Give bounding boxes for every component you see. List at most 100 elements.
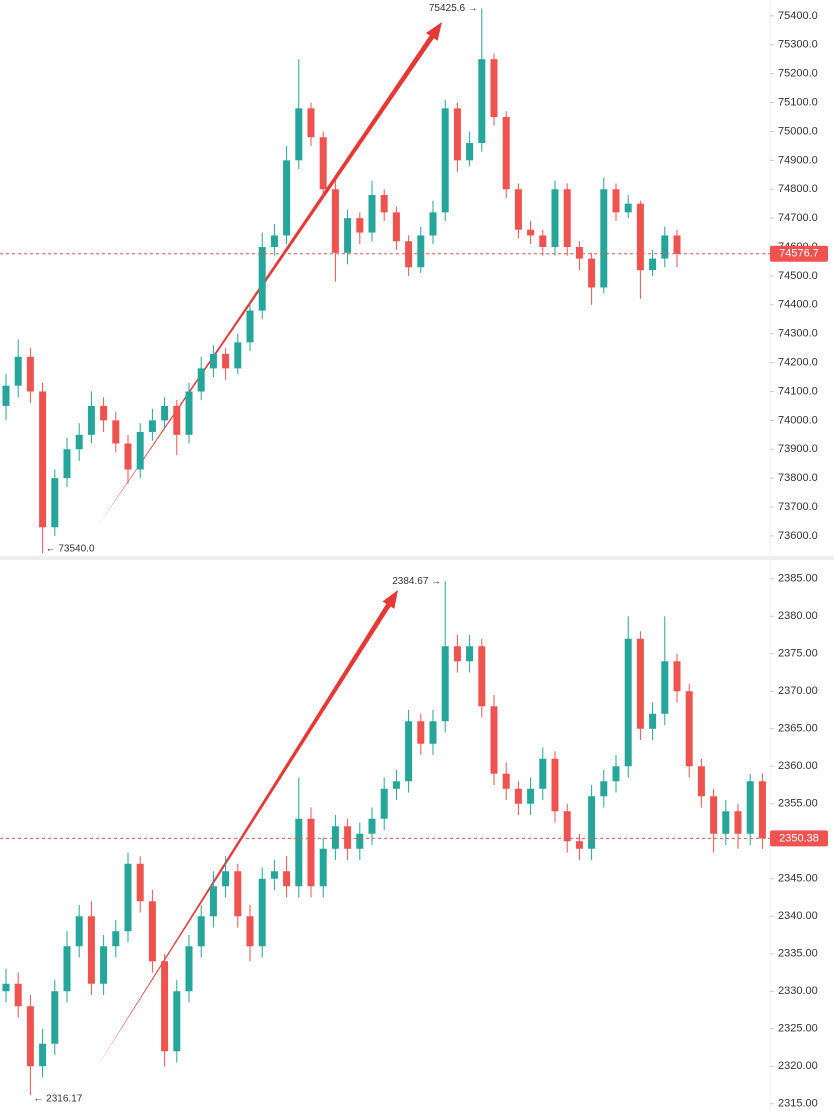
y-tick-label: 2345.00 xyxy=(778,873,818,885)
candle-body xyxy=(39,391,47,528)
candle-body xyxy=(429,212,437,236)
y-tick-label: 75400.0 xyxy=(778,10,818,22)
y-tick-label: 73900.0 xyxy=(778,443,818,455)
candle-body xyxy=(87,916,95,984)
last-price-label: 2350.38 xyxy=(779,832,819,844)
candle-body xyxy=(197,368,205,392)
candle-body xyxy=(14,356,22,386)
y-tick-label: 74400.0 xyxy=(778,299,818,311)
candle-body xyxy=(356,833,364,849)
candle-body xyxy=(661,661,669,714)
candle-body xyxy=(441,108,449,213)
last-price-label: 74576.7 xyxy=(779,248,819,260)
candle-body xyxy=(722,811,730,834)
y-tick-label: 74200.0 xyxy=(778,356,818,368)
candle-body xyxy=(612,766,620,782)
y-tick-label: 75100.0 xyxy=(778,96,818,108)
candle-body xyxy=(563,811,571,842)
candle-body xyxy=(136,431,144,470)
candle-body xyxy=(624,203,632,213)
candle-body xyxy=(100,946,108,984)
candle-body xyxy=(270,235,278,248)
candle-body xyxy=(466,143,474,161)
candle-body xyxy=(26,1006,34,1067)
y-tick-label: 2340.00 xyxy=(778,910,818,922)
y-tick-label: 2325.00 xyxy=(778,1023,818,1035)
candle-body xyxy=(649,258,657,271)
y-tick-label: 74500.0 xyxy=(778,270,818,282)
candle-body xyxy=(478,59,486,144)
candle-body xyxy=(356,218,364,233)
candle-body xyxy=(466,646,474,662)
candle-body xyxy=(2,983,10,992)
candle-body xyxy=(636,638,644,729)
candle-body xyxy=(588,258,596,288)
candle-body xyxy=(209,353,217,369)
candle-body xyxy=(612,189,620,213)
candle-body xyxy=(173,405,181,435)
candle-body xyxy=(527,788,535,804)
candle-body xyxy=(2,385,10,406)
candle-body xyxy=(539,758,547,789)
candle-body xyxy=(514,788,522,804)
candle-body xyxy=(490,59,498,118)
candle-body xyxy=(75,916,83,947)
candle-body xyxy=(234,342,242,369)
candle-body xyxy=(173,991,181,1052)
candle-body xyxy=(283,871,291,887)
candle-body xyxy=(417,235,425,268)
candle-body xyxy=(539,235,547,248)
candle-body xyxy=(710,796,718,834)
candle-body xyxy=(502,773,510,789)
candle-body xyxy=(112,420,120,444)
candle-body xyxy=(75,434,83,450)
candle-body xyxy=(51,991,59,1044)
candle-body xyxy=(307,108,315,138)
y-tick-label: 74800.0 xyxy=(778,183,818,195)
y-tick-label: 2385.00 xyxy=(778,573,818,585)
candle-body xyxy=(319,848,327,887)
candle-body xyxy=(502,117,510,190)
high-marker-label: 2384.67 → xyxy=(392,576,441,587)
candle-body xyxy=(246,916,254,947)
candle-body xyxy=(331,189,339,253)
candle-body xyxy=(368,818,376,834)
candle-body xyxy=(222,353,230,369)
y-tick-label: 2360.00 xyxy=(778,760,818,772)
y-tick-label: 2330.00 xyxy=(778,985,818,997)
candle-body xyxy=(392,212,400,242)
candle-body xyxy=(307,818,315,887)
y-tick-label: 2380.00 xyxy=(778,610,818,622)
y-tick-label: 73600.0 xyxy=(778,530,818,542)
y-tick-label: 2375.00 xyxy=(778,648,818,660)
candle-body xyxy=(124,863,132,932)
candle-body xyxy=(734,811,742,834)
candle-body xyxy=(478,646,486,707)
candle-body xyxy=(344,218,352,253)
y-tick-label: 2315.00 xyxy=(778,1098,818,1110)
candle-body xyxy=(39,1043,47,1067)
candle-body xyxy=(209,886,217,917)
y-tick-label: 74000.0 xyxy=(778,414,818,426)
candle-body xyxy=(197,916,205,947)
candle-body xyxy=(441,646,449,722)
candle-body xyxy=(453,108,461,161)
candle-body xyxy=(368,195,376,233)
candle-body xyxy=(575,841,583,849)
candle-body xyxy=(258,247,266,311)
last-price-box xyxy=(770,245,828,262)
y-tick-label: 73800.0 xyxy=(778,472,818,484)
y-tick-label: 75000.0 xyxy=(778,125,818,137)
candle-body xyxy=(295,108,303,161)
candle-body xyxy=(429,721,437,744)
y-tick-label: 74300.0 xyxy=(778,328,818,340)
candle-body xyxy=(600,189,608,288)
candle-body xyxy=(453,646,461,662)
candle-body xyxy=(551,758,559,812)
candle-body xyxy=(51,478,59,528)
candle-body xyxy=(283,160,291,236)
candle-body xyxy=(563,189,571,248)
y-tick-label: 75200.0 xyxy=(778,68,818,80)
candle-body xyxy=(100,405,108,421)
